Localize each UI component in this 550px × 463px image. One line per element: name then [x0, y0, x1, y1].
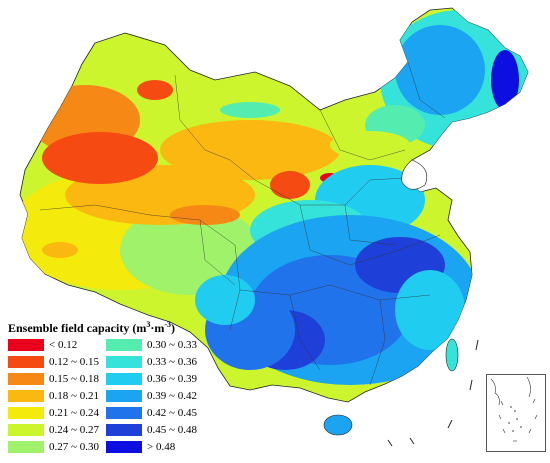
- legend-label: 0.27 ~ 0.30: [49, 441, 99, 453]
- legend-item: 0.36 ~ 0.39: [106, 372, 204, 386]
- bohai-sea: [401, 159, 428, 190]
- legend-label: 0.18 ~ 0.21: [49, 390, 99, 402]
- legend-label: 0.24 ~ 0.27: [49, 424, 99, 436]
- legend-swatch: [106, 356, 142, 368]
- legend-item: 0.39 ~ 0.42: [106, 389, 204, 403]
- legend-label: 0.33 ~ 0.36: [147, 356, 197, 368]
- hainan-island: [323, 414, 353, 436]
- legend-swatch: [106, 339, 142, 351]
- legend-item: 0.42 ~ 0.45: [106, 406, 204, 420]
- legend-swatch: [8, 441, 44, 453]
- legend-swatch: [8, 424, 44, 436]
- legend-label: 0.15 ~ 0.18: [49, 373, 99, 385]
- legend-title: Ensemble field capacity (m3·m-3): [8, 320, 175, 335]
- sea-boundary-marks: [387, 339, 479, 447]
- legend-swatch: [106, 373, 142, 385]
- legend-item: < 0.12: [8, 338, 106, 352]
- legend-label: > 0.48: [147, 441, 176, 453]
- legend-label: 0.30 ~ 0.33: [147, 339, 197, 351]
- legend-item: 0.15 ~ 0.18: [8, 372, 106, 386]
- legend-label: 0.39 ~ 0.42: [147, 390, 197, 402]
- legend-swatch: [8, 390, 44, 402]
- province-borders: [39, 61, 446, 386]
- legend-swatch: [8, 356, 44, 368]
- legend-label: 0.36 ~ 0.39: [147, 373, 197, 385]
- legend-item: 0.27 ~ 0.30: [8, 440, 106, 454]
- legend-item: 0.45 ~ 0.48: [106, 423, 204, 437]
- legend-label: 0.42 ~ 0.45: [147, 407, 197, 419]
- legend-item: 0.18 ~ 0.21: [8, 389, 106, 403]
- legend-item: 0.30 ~ 0.33: [106, 338, 204, 352]
- legend-swatch: [8, 339, 44, 351]
- legend-item: 0.33 ~ 0.36: [106, 355, 204, 369]
- legend-label: 0.45 ~ 0.48: [147, 424, 197, 436]
- legend-swatch: [8, 407, 44, 419]
- legend-label: 0.21 ~ 0.24: [49, 407, 99, 419]
- legend-item: 0.24 ~ 0.27: [8, 423, 106, 437]
- legend-swatch: [8, 373, 44, 385]
- legend-swatch: [106, 424, 142, 436]
- south-china-sea-map: [490, 376, 538, 442]
- legend-swatch: [106, 407, 142, 419]
- legend-item: > 0.48: [106, 440, 204, 454]
- south-china-sea-inset: [486, 374, 546, 452]
- legend-item: 0.21 ~ 0.24: [8, 406, 106, 420]
- taiwan-island: [445, 338, 459, 372]
- legend-item: 0.12 ~ 0.15: [8, 355, 106, 369]
- legend-label: < 0.12: [49, 339, 78, 351]
- legend-swatch: [106, 390, 142, 402]
- legend: < 0.12 0.30 ~ 0.33 0.12 ~ 0.15 0.33 ~ 0.36 0…: [8, 338, 204, 454]
- capacity-regions: [20, 10, 528, 385]
- legend-label: 0.12 ~ 0.15: [49, 356, 99, 368]
- legend-swatch: [106, 441, 142, 453]
